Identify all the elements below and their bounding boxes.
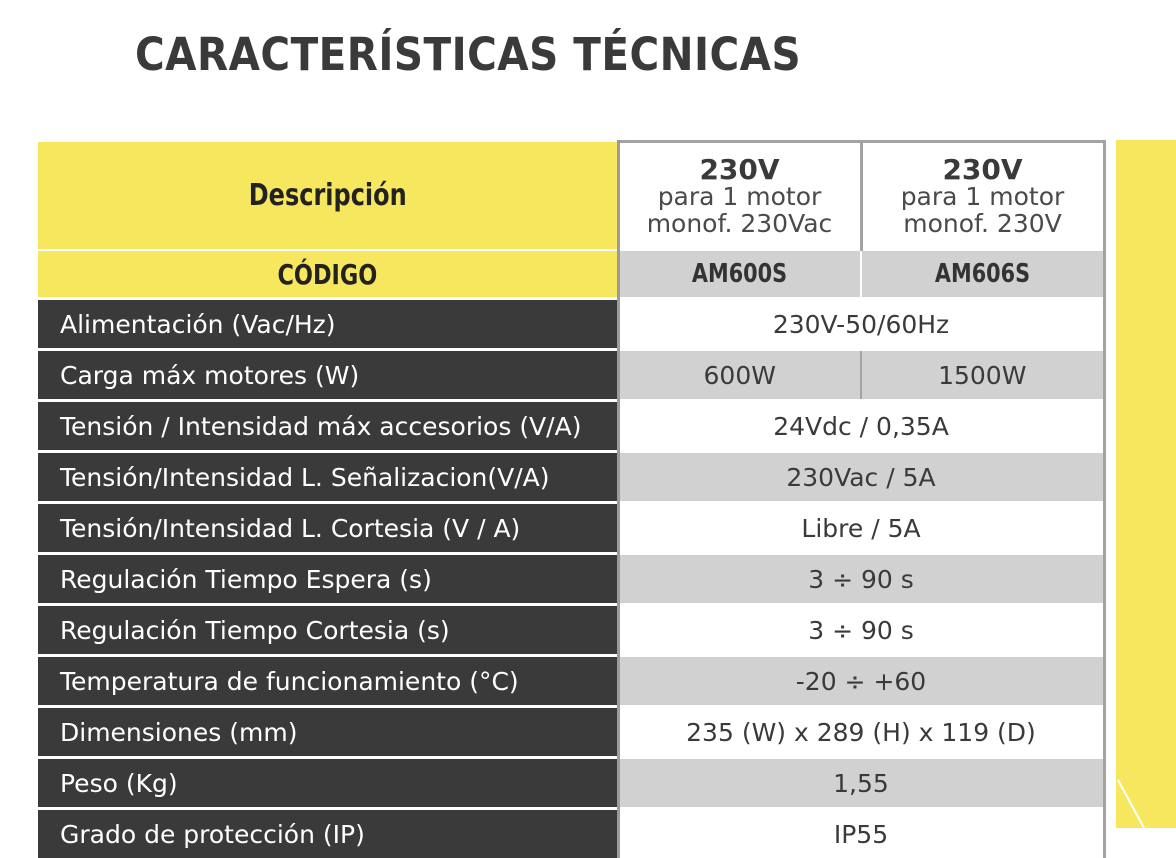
table-row: Tensión / Intensidad máx accesorios (V/A… bbox=[38, 401, 1104, 452]
table-row: Alimentación (Vac/Hz) 230V-50/60Hz bbox=[38, 299, 1104, 350]
row-label: Tensión/Intensidad L. Señalizacion(V/A) bbox=[38, 452, 618, 503]
model-code-am600s: AM600S bbox=[618, 250, 861, 299]
page-title: CARACTERÍSTICAS TÉCNICAS bbox=[135, 28, 801, 81]
row-label: Dimensiones (mm) bbox=[38, 707, 618, 758]
model-desc-line: monof. 230V bbox=[863, 210, 1103, 237]
table-row: Tensión/Intensidad L. Señalizacion(V/A) … bbox=[38, 452, 1104, 503]
table-row: Temperatura de funcionamiento (°C) -20 ÷… bbox=[38, 656, 1104, 707]
row-label: Peso (Kg) bbox=[38, 758, 618, 809]
spec-table: Descripción 230V para 1 motor monof. 230… bbox=[38, 140, 1106, 858]
model-desc-line: para 1 motor bbox=[620, 183, 860, 210]
row-value: 230Vac / 5A bbox=[618, 452, 1104, 503]
row-label: Grado de protección (IP) bbox=[38, 809, 618, 858]
row-value: 3 ÷ 90 s bbox=[618, 554, 1104, 605]
row-value: IP55 bbox=[618, 809, 1104, 858]
row-value: 1,55 bbox=[618, 758, 1104, 809]
row-value-am600s: 600W bbox=[618, 350, 861, 401]
row-label: Regulación Tiempo Cortesia (s) bbox=[38, 605, 618, 656]
model-header-am600s: 230V para 1 motor monof. 230Vac bbox=[618, 142, 861, 251]
row-label: Temperatura de funcionamiento (°C) bbox=[38, 656, 618, 707]
model-desc-line: para 1 motor bbox=[863, 183, 1103, 210]
table-row: Dimensiones (mm) 235 (W) x 289 (H) x 119… bbox=[38, 707, 1104, 758]
decorative-yellow-stripe bbox=[1116, 140, 1176, 828]
row-value: 24Vdc / 0,35A bbox=[618, 401, 1104, 452]
row-label: Carga máx motores (W) bbox=[38, 350, 618, 401]
table-row: Tensión/Intensidad L. Cortesia (V / A) L… bbox=[38, 503, 1104, 554]
row-label: Tensión / Intensidad máx accesorios (V/A… bbox=[38, 401, 618, 452]
code-row: CÓDIGO AM600S AM606S bbox=[38, 250, 1104, 299]
row-value: -20 ÷ +60 bbox=[618, 656, 1104, 707]
row-value: 230V-50/60Hz bbox=[618, 299, 1104, 350]
row-label: Tensión/Intensidad L. Cortesia (V / A) bbox=[38, 503, 618, 554]
table-header-row: Descripción 230V para 1 motor monof. 230… bbox=[38, 142, 1104, 251]
table-row: Peso (Kg) 1,55 bbox=[38, 758, 1104, 809]
row-label: Alimentación (Vac/Hz) bbox=[38, 299, 618, 350]
table-row: Grado de protección (IP) IP55 bbox=[38, 809, 1104, 858]
row-value-am606s: 1500W bbox=[861, 350, 1104, 401]
table-row: Regulación Tiempo Espera (s) 3 ÷ 90 s bbox=[38, 554, 1104, 605]
row-value: Libre / 5A bbox=[618, 503, 1104, 554]
row-label: Regulación Tiempo Espera (s) bbox=[38, 554, 618, 605]
description-header: Descripción bbox=[38, 142, 618, 251]
model-header-am606s: 230V para 1 motor monof. 230V bbox=[861, 142, 1104, 251]
row-value: 3 ÷ 90 s bbox=[618, 605, 1104, 656]
code-label: CÓDIGO bbox=[38, 250, 618, 299]
model-code-am606s: AM606S bbox=[861, 250, 1104, 299]
model-voltage: 230V bbox=[620, 156, 860, 183]
table-row: Carga máx motores (W) 600W 1500W bbox=[38, 350, 1104, 401]
decorative-line-icon bbox=[1116, 140, 1176, 828]
model-desc-line: monof. 230Vac bbox=[620, 210, 860, 237]
model-voltage: 230V bbox=[863, 156, 1103, 183]
row-value: 235 (W) x 289 (H) x 119 (D) bbox=[618, 707, 1104, 758]
table-row: Regulación Tiempo Cortesia (s) 3 ÷ 90 s bbox=[38, 605, 1104, 656]
